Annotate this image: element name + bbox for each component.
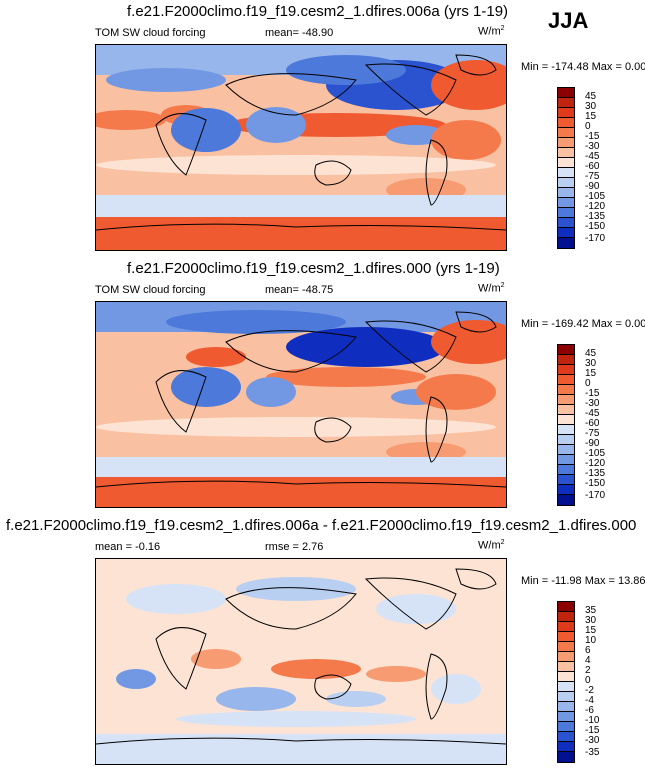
panel1-tick: -150 <box>585 221 606 232</box>
panel3-tick: 30 <box>585 615 597 626</box>
panel3-tick: 10 <box>585 635 597 646</box>
panel2-mean: mean= -48.75 <box>265 284 333 296</box>
panel3-tick: -35 <box>585 747 600 758</box>
panel1-minmax: Min = -174.48 Max = 0.00 <box>521 61 645 73</box>
panel3-tick: 6 <box>585 645 591 656</box>
panel3-units: W/m2 <box>478 539 505 552</box>
panel1-tick: 45 <box>585 91 597 102</box>
panel2-map <box>95 301 507 508</box>
panel1-variable: TOM SW cloud forcing <box>95 27 206 39</box>
panel1-tick: -30 <box>585 141 600 152</box>
panel1-tick: -135 <box>585 211 606 222</box>
panel3-tick: 35 <box>585 605 597 616</box>
panel3-tick: -10 <box>585 715 600 726</box>
panel2-mean-value: -48.75 <box>302 284 334 296</box>
panel3-map-field <box>96 559 506 764</box>
panel1-tick: 30 <box>585 101 597 112</box>
panel3-colorbar <box>557 601 575 763</box>
panel3-mean: mean = -0.16 <box>95 541 160 553</box>
panel3-title: f.e21.F2000climo.f19_f19.cesm2_1.dfires.… <box>6 517 637 534</box>
panel1-mean-value: -48.90 <box>302 27 334 39</box>
panel2-tick: 0 <box>585 378 591 389</box>
panel1-tick: 0 <box>585 121 591 132</box>
panel1-mean-label: mean= <box>265 27 299 39</box>
panel3-tick: -4 <box>585 695 594 706</box>
panel2-colorbar <box>557 344 575 506</box>
panel2-tick: -45 <box>585 408 600 419</box>
panel1-tick: -75 <box>585 171 600 182</box>
panel1-tick: 15 <box>585 111 597 122</box>
panel2-tick: -150 <box>585 478 606 489</box>
panel1-colorbar <box>557 87 575 249</box>
panel2-tick: -135 <box>585 468 606 479</box>
panel1-title: f.e21.F2000climo.f19_f19.cesm2_1.dfires.… <box>127 3 509 20</box>
panel2-mean-label: mean= <box>265 284 299 296</box>
panel2-tick: -75 <box>585 428 600 439</box>
panel2-units: W/m2 <box>478 282 505 295</box>
panel1-tick: -60 <box>585 161 600 172</box>
panel1-tick: -15 <box>585 131 600 142</box>
panel2-tick: -105 <box>585 448 606 459</box>
panel3-map <box>95 558 507 765</box>
panel2-tick: 15 <box>585 368 597 379</box>
panel3-rmse: rmse = 2.76 <box>265 541 323 553</box>
panel3-tick: 2 <box>585 665 591 676</box>
panel3-mean-value: -0.16 <box>135 541 161 553</box>
panel3-rmse-value: 2.76 <box>302 541 324 553</box>
panel2-minmax: Min = -169.42 Max = 0.00 <box>521 318 645 330</box>
panel1-tick: -170 <box>585 233 606 244</box>
panel2-map-field <box>96 302 506 507</box>
season-label: JJA <box>548 8 589 33</box>
panel1-tick: -90 <box>585 181 600 192</box>
panel1-map-field <box>96 45 506 250</box>
panel2-tick: -170 <box>585 490 606 501</box>
panel3-tick: -15 <box>585 725 600 736</box>
panel2-tick: -90 <box>585 438 600 449</box>
panel3-tick: 15 <box>585 625 597 636</box>
panel2-tick: 30 <box>585 358 597 369</box>
panel2-tick: -60 <box>585 418 600 429</box>
panel1-mean: mean= -48.90 <box>265 27 333 39</box>
panel1-units: W/m2 <box>478 25 505 38</box>
panel2-title: f.e21.F2000climo.f19_f19.cesm2_1.dfires.… <box>127 260 500 277</box>
panel2-tick: 45 <box>585 348 597 359</box>
panel3-rmse-label: rmse = <box>265 541 299 553</box>
panel1-tick: -45 <box>585 151 600 162</box>
panel3-tick: -6 <box>585 705 594 716</box>
panel1-map <box>95 44 507 251</box>
panel2-tick: -15 <box>585 388 600 399</box>
panel3-tick: -2 <box>585 685 594 696</box>
panel2-variable: TOM SW cloud forcing <box>95 284 206 296</box>
panel3-tick: 0 <box>585 675 591 686</box>
panel1-tick: -120 <box>585 201 606 212</box>
panel3-mean-label: mean = <box>95 541 132 553</box>
panel3-minmax: Min = -11.98 Max = 13.86 <box>521 575 645 587</box>
panel3-tick: 4 <box>585 655 591 666</box>
panel2-tick: -120 <box>585 458 606 469</box>
panel3-tick: -30 <box>585 735 600 746</box>
panel2-tick: -30 <box>585 398 600 409</box>
panel1-tick: -105 <box>585 191 606 202</box>
